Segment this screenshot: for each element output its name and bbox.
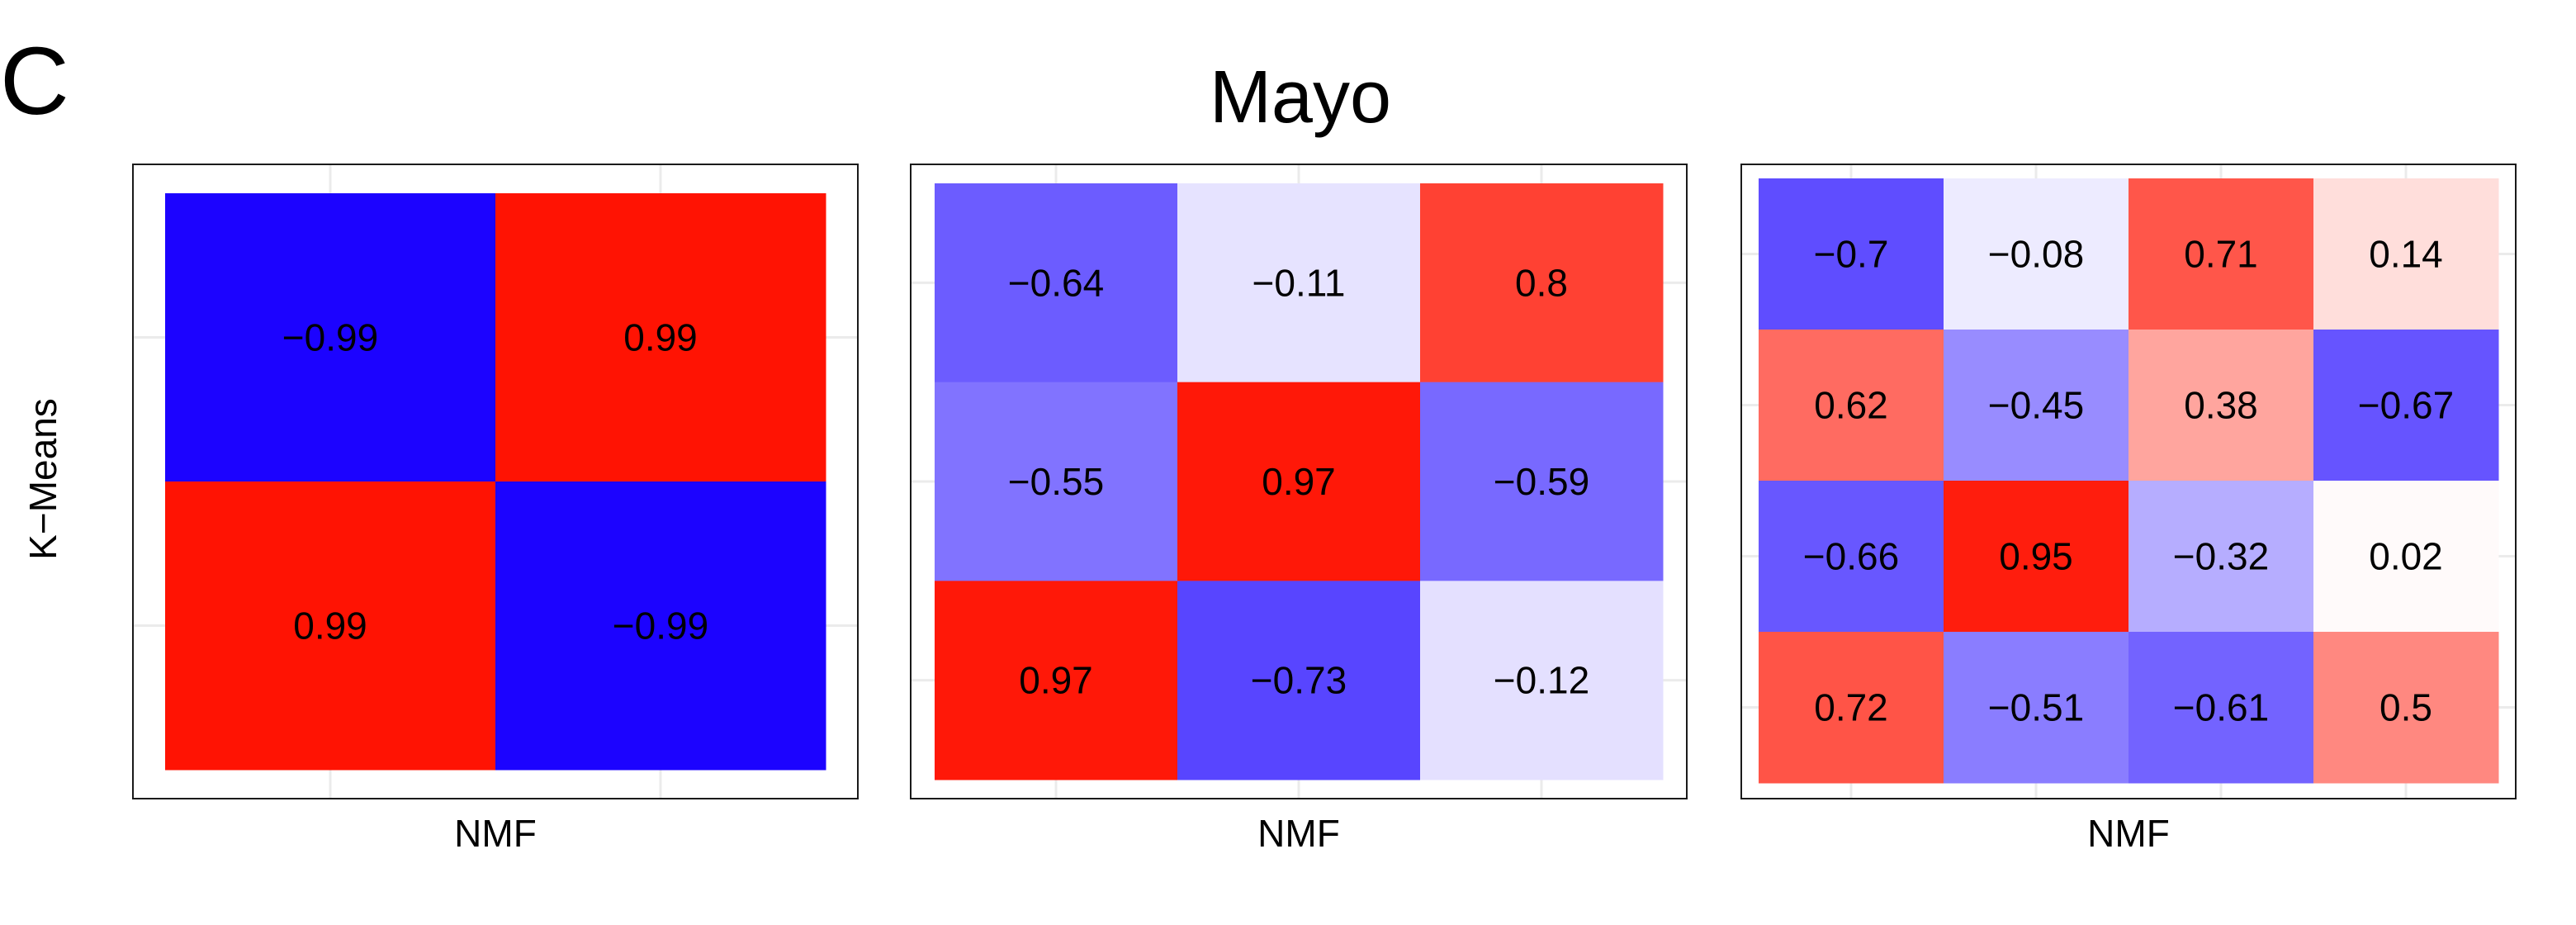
cell-value-label: −0.59 [1494, 460, 1589, 503]
cell-value-label: 0.5 [2379, 686, 2432, 729]
heatmap-cell [2129, 632, 2314, 784]
cell-value-label: −0.99 [282, 316, 378, 359]
figure-title: Mayo [1209, 56, 1392, 139]
cell-value-label: −0.32 [2173, 535, 2269, 578]
heatmap-2x2: −0.99 0.99 0.99 −0.99 [134, 165, 857, 798]
heatmap-cell [1177, 382, 1421, 581]
heatmap-panel-4x4: −0.7 −0.08 0.71 0.14 0.62 −0.45 0.38 −0.67 −0.66… [1740, 164, 2517, 799]
cell-value-label: 0.95 [1999, 535, 2073, 578]
cell-value-label: −0.64 [1008, 261, 1104, 304]
heatmap-cell [2129, 330, 2314, 481]
x-axis-label-2x2: NMF [454, 812, 537, 855]
cell-value-label: −0.55 [1008, 460, 1104, 503]
heatmap-cell [1420, 382, 1664, 581]
heatmap-cell [2129, 481, 2314, 633]
cell-value-label: −0.73 [1251, 659, 1347, 702]
cell-value-label: 0.14 [2369, 233, 2443, 276]
cell-value-label: 0.99 [623, 316, 698, 359]
heatmap-cell [495, 481, 826, 771]
heatmap-cell [935, 183, 1178, 383]
heatmap-cell [2313, 481, 2499, 633]
heatmap-cell [1420, 581, 1664, 780]
heatmap-cell [165, 193, 496, 482]
heatmap-cell [1177, 183, 1421, 383]
heatmap-cell [2313, 178, 2499, 330]
cell-value-label: −0.66 [1803, 535, 1899, 578]
heatmap-3x3: −0.64 −0.11 0.8 −0.55 0.97 −0.59 0.97 −0.73 −0.1… [912, 165, 1686, 798]
cell-value-label: −0.08 [1988, 233, 2084, 276]
heatmap-cell [1759, 632, 1944, 784]
panel-letter: C [0, 27, 69, 135]
cell-value-label: 0.62 [1814, 384, 1888, 427]
heatmap-cell [2129, 178, 2314, 330]
heatmap-cell [2313, 632, 2499, 784]
heatmap-cell [2313, 330, 2499, 481]
heatmap-cell [1759, 178, 1944, 330]
y-axis-label: K−Means [21, 398, 64, 560]
heatmap-cell [935, 382, 1178, 581]
heatmap-panel-3x3: −0.64 −0.11 0.8 −0.55 0.97 −0.59 0.97 −0.73 −0.1… [910, 164, 1688, 799]
heatmap-cell [935, 581, 1178, 780]
x-axis-label-4x4: NMF [2087, 812, 2170, 855]
cell-value-label: 0.72 [1814, 686, 1888, 729]
heatmap-cell [1177, 581, 1421, 780]
heatmap-cell [1420, 183, 1664, 383]
heatmap-cell [1759, 330, 1944, 481]
cell-value-label: −0.99 [613, 605, 708, 648]
cell-value-label: 0.97 [1262, 460, 1336, 503]
cell-value-label: 0.99 [293, 605, 367, 648]
heatmap-cell [495, 193, 826, 482]
cell-value-label: −0.45 [1988, 384, 2084, 427]
heatmap-cell [1944, 481, 2129, 633]
cell-value-label: 0.38 [2184, 384, 2258, 427]
cell-value-label: 0.71 [2184, 233, 2258, 276]
cell-value-label: 0.8 [1515, 261, 1568, 304]
heatmap-panel-2x2: −0.99 0.99 0.99 −0.99 [132, 164, 859, 799]
cell-value-label: −0.51 [1988, 686, 2084, 729]
cell-value-label: 0.97 [1019, 659, 1093, 702]
heatmap-cell [1759, 481, 1944, 633]
cell-value-label: −0.11 [1252, 261, 1346, 304]
cell-value-label: 0.02 [2369, 535, 2443, 578]
heatmap-cell [165, 481, 496, 771]
heatmap-cell [1944, 632, 2129, 784]
cell-value-label: −0.12 [1494, 659, 1589, 702]
cell-value-label: −0.7 [1814, 233, 1889, 276]
heatmap-cell [1944, 330, 2129, 481]
x-axis-label-3x3: NMF [1257, 812, 1340, 855]
heatmap-cell [1944, 178, 2129, 330]
cell-value-label: −0.61 [2173, 686, 2269, 729]
cell-value-label: −0.67 [2358, 384, 2454, 427]
heatmap-4x4: −0.7 −0.08 0.71 0.14 0.62 −0.45 0.38 −0.67 −0.66… [1742, 165, 2515, 798]
